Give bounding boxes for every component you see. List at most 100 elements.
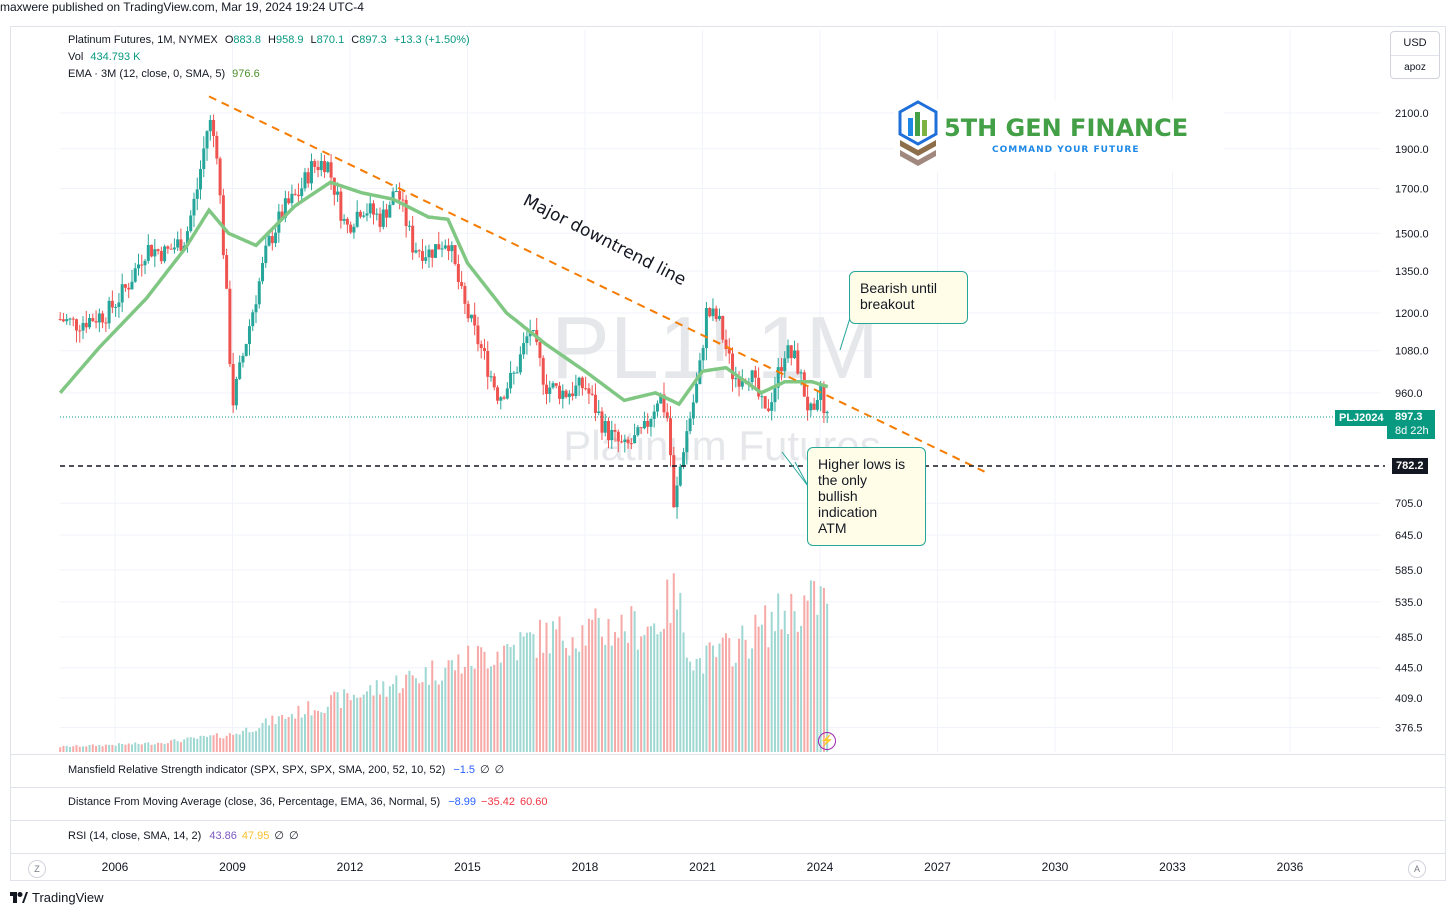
pane-divider[interactable] <box>10 820 1446 821</box>
candle-body <box>610 429 614 441</box>
bearish-callout[interactable]: Bearish until breakout <box>849 271 968 324</box>
candle-body <box>169 248 173 250</box>
logo-tagline: COMMAND YOUR FUTURE <box>992 145 1140 155</box>
indicator-mansfield[interactable]: Mansfield Relative Strength indicator (S… <box>68 763 504 776</box>
volume-bar <box>186 737 189 752</box>
volume-bar <box>692 670 695 752</box>
volume-bar <box>388 686 391 752</box>
candles <box>58 114 829 519</box>
volume-bar <box>682 632 685 752</box>
volume-bar <box>365 691 368 752</box>
volume-bar <box>127 743 130 752</box>
candle-body <box>727 349 731 354</box>
y-tick-label: 2100.0 <box>1395 108 1429 120</box>
volume-bar <box>160 743 163 752</box>
volume-bar <box>574 648 577 752</box>
candle-body <box>293 193 297 195</box>
y-tick-label: 485.0 <box>1395 632 1423 644</box>
higher-lows-callout[interactable]: Higher lows is the only bullish indicati… <box>807 447 926 546</box>
volume-bar <box>398 692 401 752</box>
volume-bar <box>542 652 545 752</box>
volume-bar <box>108 744 111 752</box>
candle-body <box>812 403 816 410</box>
candle-body <box>469 314 473 319</box>
legend-symbol-row[interactable]: Platinum Futures, 1M, NYMEX O883.8 H958.… <box>68 34 470 46</box>
volume-bar <box>130 744 133 752</box>
candle-body <box>179 239 183 251</box>
volume-bar <box>179 742 182 752</box>
indicator-value: ∅ <box>289 830 299 842</box>
volume-bar <box>343 689 346 752</box>
volume-bar <box>503 645 506 752</box>
legend-close: 897.3 <box>359 34 387 46</box>
callout-pointer <box>839 317 851 351</box>
volume-bar <box>630 606 633 752</box>
legend-ema-row[interactable]: EMA · 3M (12, close, 0, SMA, 5) 976.6 <box>68 68 260 80</box>
volume-bar <box>82 746 85 752</box>
volume-bar <box>591 619 594 752</box>
volume-bar <box>607 618 610 752</box>
volume-bar <box>215 733 218 752</box>
volume-bar <box>545 622 548 752</box>
volume-bar <box>548 653 551 752</box>
candle-body <box>548 387 552 394</box>
candle-body <box>737 378 741 387</box>
scale-label: apoz <box>1391 55 1439 79</box>
candle-body <box>714 308 718 319</box>
volume-bar <box>444 667 447 752</box>
auto-scale-button[interactable]: A <box>1408 860 1426 878</box>
indicator-rsi[interactable]: RSI (14, close, SMA, 14, 2) 43.86 47.95 ∅ ∅ <box>68 829 299 842</box>
legend-high-label: H <box>268 34 276 46</box>
candle-body <box>143 260 147 266</box>
last-price: 897.3 <box>1395 411 1423 423</box>
x-tick-label: 2033 <box>1159 860 1186 874</box>
candle-body <box>522 343 526 355</box>
candle-body <box>724 339 728 350</box>
volume-bar <box>721 637 724 752</box>
last-price-tag: 897.3 8d 22h <box>1387 410 1435 439</box>
volume-bar <box>741 625 744 752</box>
lightning-icon[interactable]: ⚡ <box>818 732 836 750</box>
candle-body <box>773 387 777 403</box>
indicator-distance-ma[interactable]: Distance From Moving Average (close, 36,… <box>68 796 548 808</box>
candle-body <box>117 302 121 307</box>
candle-body <box>793 350 797 359</box>
candle-body <box>766 408 770 411</box>
candle-body <box>215 135 219 159</box>
candle-body <box>300 188 304 197</box>
volume-bar <box>421 682 424 752</box>
candle-body <box>489 376 493 378</box>
candle-body <box>685 431 689 453</box>
candle-body <box>261 263 265 282</box>
volume-bar <box>317 710 320 752</box>
legend-volume-row[interactable]: Vol 434.793 K <box>68 51 141 63</box>
candle-body <box>646 420 650 427</box>
candle-body <box>796 350 800 374</box>
volume-bar <box>379 694 382 752</box>
volume-bar <box>581 625 584 752</box>
volume-bar <box>137 743 140 752</box>
candle-body <box>496 387 500 401</box>
volume-bar <box>532 634 535 752</box>
unit-selector[interactable]: USD apoz <box>1390 31 1440 79</box>
candle-body <box>323 161 327 173</box>
candle-body <box>336 191 340 195</box>
x-tick-label: 2009 <box>219 860 246 874</box>
candle-body <box>150 244 154 257</box>
zoom-reset-button[interactable]: Z <box>28 860 46 878</box>
pane-divider[interactable] <box>10 853 1446 854</box>
legend-open: 883.8 <box>233 34 261 46</box>
candle-body <box>228 288 232 365</box>
volume-bar <box>166 743 169 752</box>
candle-body <box>414 250 418 253</box>
pane-divider[interactable] <box>10 787 1446 788</box>
indicator-name: Distance From Moving Average (close, 36,… <box>68 796 441 808</box>
candle-body <box>101 313 105 323</box>
volume-bar <box>558 616 561 752</box>
volume-bar <box>646 626 649 752</box>
volume-bar <box>245 727 248 752</box>
pane-divider[interactable] <box>10 754 1446 755</box>
candle-body <box>133 268 137 282</box>
candle-body <box>734 378 738 380</box>
